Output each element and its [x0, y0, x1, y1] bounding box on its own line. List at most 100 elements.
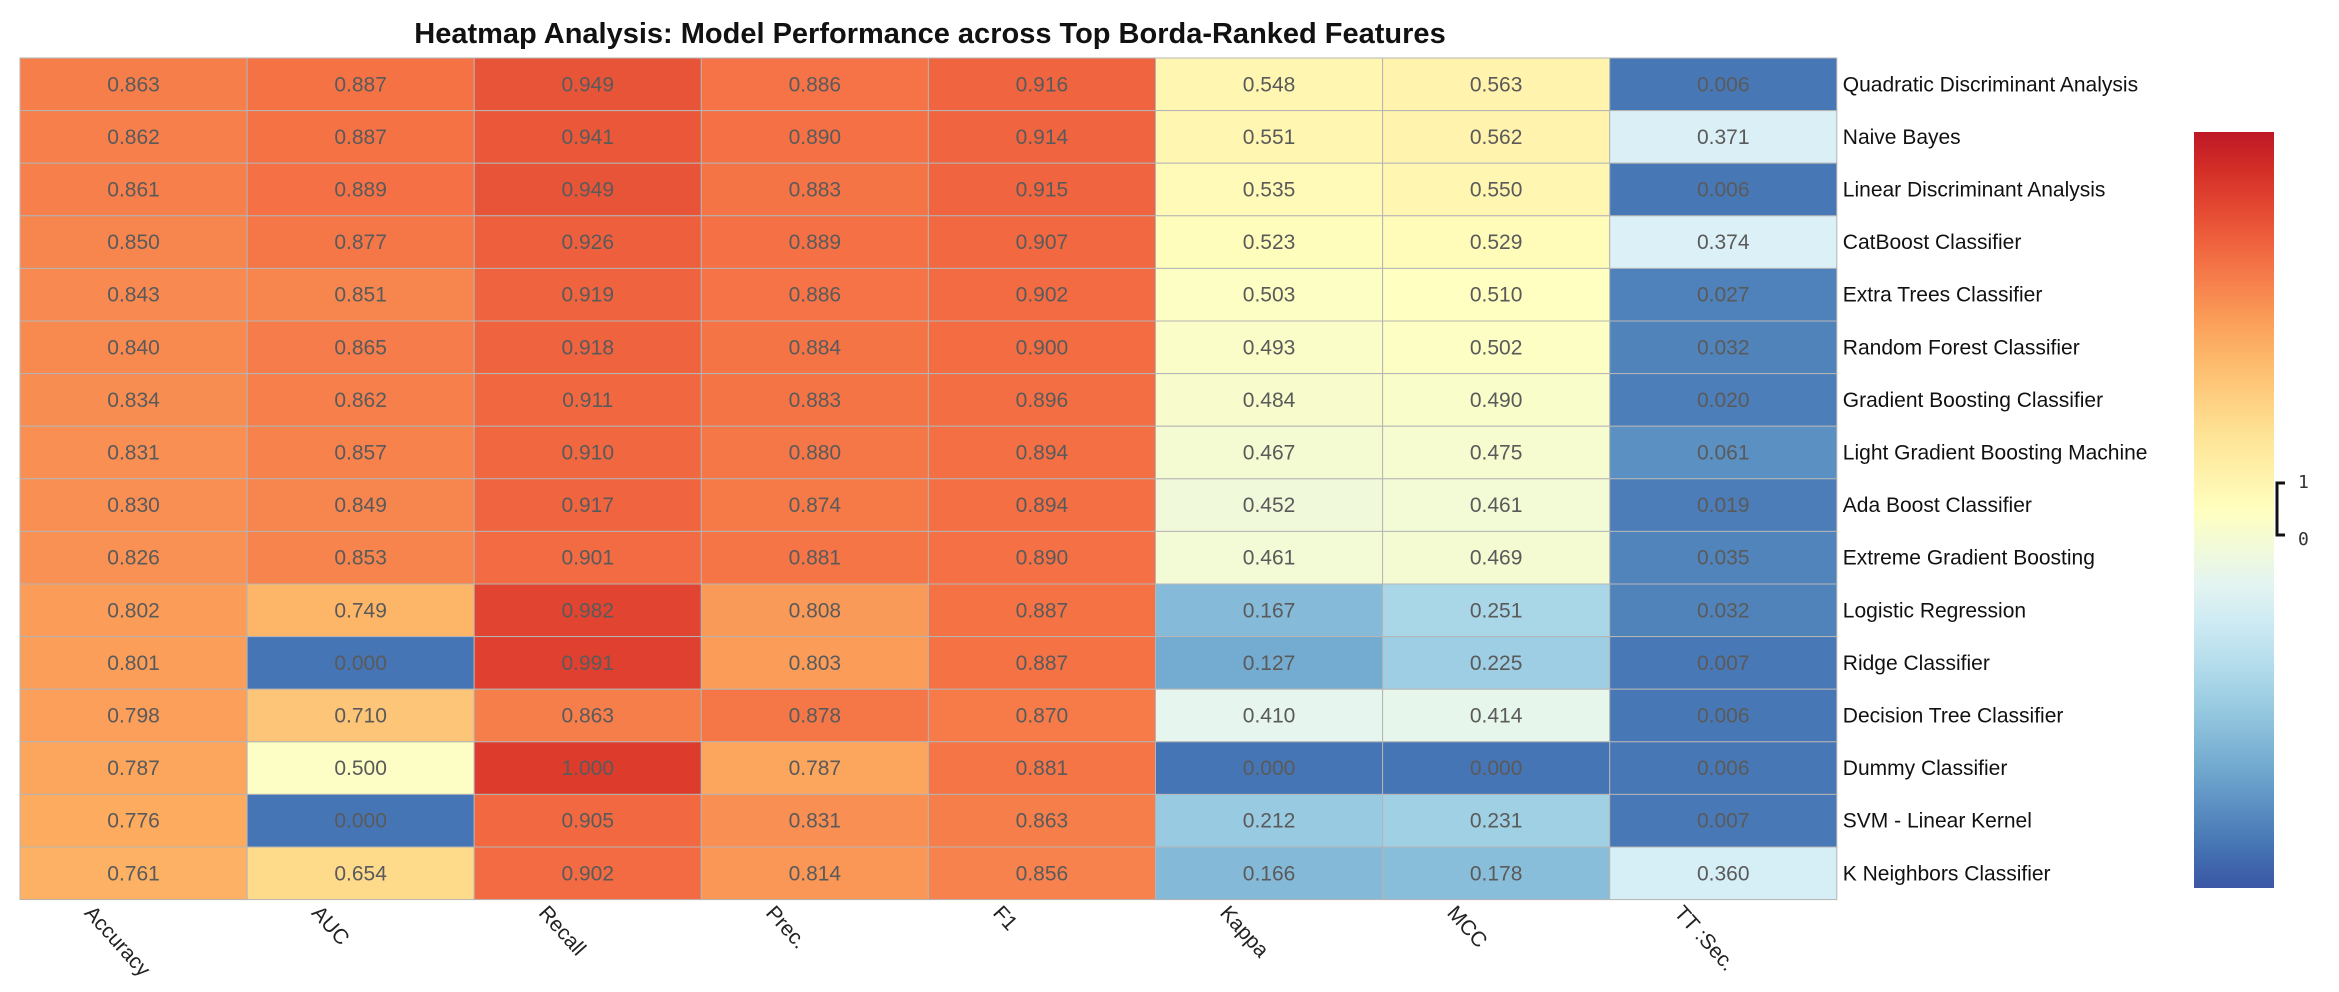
heatmap-cell: [700, 57, 929, 112]
heatmap-cell: [1382, 741, 1611, 795]
heatmap-cell: [1609, 57, 1838, 112]
column-label: Accuracy: [80, 902, 155, 982]
cell-value-label: 0.550: [1470, 179, 1523, 202]
cell-value-label: 0.020: [1697, 389, 1750, 412]
row-labels: Quadratic Discriminant Analysis Naive Bay…: [1843, 73, 2148, 885]
cell-value-label: 0.802: [107, 599, 160, 622]
heatmap-cell: [19, 215, 248, 269]
heatmap-cell: [927, 162, 1157, 217]
cell-value-label: 0.178: [1470, 862, 1523, 885]
heatmap-cell: [1609, 793, 1838, 848]
cell-value-label: 0.776: [107, 810, 160, 833]
row-label: Random Forest Classifier: [1843, 336, 2080, 359]
cell-value-label: 0.749: [334, 599, 387, 622]
heatmap-cell: [1155, 583, 1384, 638]
column-label: Recall: [534, 902, 590, 961]
cell-value-label: 0.907: [1016, 231, 1069, 254]
cell-value-label: 0.863: [107, 73, 160, 96]
heatmap-cell: [700, 215, 929, 269]
heatmap-cell: [19, 57, 248, 112]
cell-value-label: 0.917: [561, 494, 614, 517]
cell-value-label: 0.831: [107, 442, 160, 465]
colorbar: 10: [2194, 132, 2309, 888]
heatmap-cell: [1155, 530, 1384, 585]
heatmap-cell: [700, 636, 929, 690]
heatmap-cell: [1155, 636, 1384, 690]
heatmap-cell: [473, 741, 702, 795]
cell-value-label: 0.861: [107, 179, 160, 202]
heatmap-cell: [19, 162, 248, 217]
heatmap-cell: [473, 478, 702, 532]
heatmap-cell: [1155, 793, 1384, 848]
heatmap-cell: [473, 373, 702, 427]
cell-value-label: 0.371: [1697, 126, 1750, 149]
cell-value-label: 0.949: [561, 179, 614, 202]
heatmap-cell: [246, 583, 475, 638]
heatmap-cell: [246, 320, 475, 375]
cell-value-label: 0.006: [1697, 73, 1750, 96]
heatmap-cell: [473, 267, 702, 322]
cell-value-label: 0.883: [789, 389, 842, 412]
heatmap-cell: [1155, 57, 1384, 112]
heatmap-cell: [19, 688, 248, 743]
cell-value-label: 0.493: [1243, 336, 1296, 359]
chart-title: Heatmap Analysis: Model Performance acro…: [414, 18, 1445, 50]
heatmap-cell: [927, 57, 1157, 112]
heatmap-cell: [246, 162, 475, 217]
cell-value-label: 0.911: [562, 389, 613, 412]
heatmap-cell: [700, 162, 929, 217]
cell-value-label: 0.787: [789, 757, 842, 780]
cell-value-label: 0.856: [1016, 862, 1069, 885]
heatmap-cell: [19, 583, 248, 638]
cell-value-label: 0.461: [1470, 494, 1523, 517]
cell-value-label: 0.548: [1243, 73, 1296, 96]
cell-value-label: 0.881: [789, 547, 842, 570]
heatmap-cell: [473, 162, 702, 217]
column-label: AUC: [307, 902, 354, 950]
heatmap-cell: [927, 846, 1157, 901]
heatmap-cell: [1155, 162, 1384, 217]
cell-value-label: 0.877: [334, 231, 387, 254]
heatmap-cell: [1609, 530, 1838, 585]
heatmap-cell: [473, 846, 702, 901]
cell-value-label: 0.475: [1470, 442, 1523, 465]
cell-value-label: 0.523: [1243, 231, 1296, 254]
heatmap-cell: [1155, 267, 1384, 322]
heatmap-cell: [473, 688, 702, 743]
heatmap-cell: [927, 530, 1157, 585]
heatmap-cell: [927, 320, 1157, 375]
cell-value-label: 0.801: [107, 652, 160, 675]
cell-value-label: 0.529: [1470, 231, 1523, 254]
cell-value-label: 0.787: [107, 757, 160, 780]
cell-value-label: 0.880: [789, 442, 842, 465]
heatmap-cell: [1155, 741, 1384, 795]
heatmap-cell: [700, 793, 929, 848]
heatmap-cell: [19, 373, 248, 427]
row-label: Gradient Boosting Classifier: [1843, 389, 2103, 412]
heatmap-cell: [473, 530, 702, 585]
cell-value-label: 0.840: [107, 336, 160, 359]
cell-value-label: 0.006: [1697, 179, 1750, 202]
heatmap-cell: [246, 110, 475, 164]
heatmap-cell: [1155, 110, 1384, 164]
heatmap-cell: [473, 636, 702, 690]
heatmap-cells: 0.863 0.887 0.949 0.886 0.916 0.548 0.563 0.006…: [19, 57, 1838, 901]
cell-value-label: 0.887: [1016, 599, 1069, 622]
heatmap-cell: [1609, 425, 1838, 480]
colorbar-bracket: [2275, 481, 2285, 537]
heatmap-cell: [700, 267, 929, 322]
heatmap-cell: [1609, 478, 1838, 532]
cell-value-label: 0.502: [1470, 336, 1523, 359]
heatmap-cell: [700, 741, 929, 795]
column-label: Kappa: [1215, 902, 1273, 963]
heatmap-cell: [473, 583, 702, 638]
cell-value-label: 0.918: [561, 336, 614, 359]
heatmap-cell: [1609, 162, 1838, 217]
row-label: Ridge Classifier: [1843, 652, 1990, 675]
cell-value-label: 0.563: [1470, 73, 1523, 96]
cell-value-label: 0.886: [789, 284, 842, 307]
cell-value-label: 0.251: [1470, 599, 1523, 622]
heatmap-cell: [1382, 162, 1611, 217]
heatmap-cell: [19, 793, 248, 848]
